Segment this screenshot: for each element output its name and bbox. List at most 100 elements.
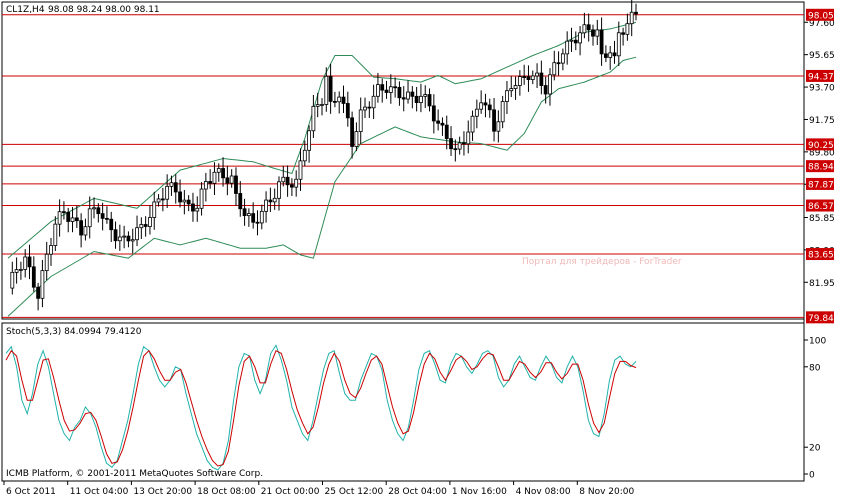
candle-body	[608, 52, 613, 58]
candle-body	[573, 39, 578, 44]
time-tick-label: 1 Nov 16:00	[452, 487, 507, 497]
candle-body	[135, 227, 139, 241]
candle-body	[522, 76, 527, 78]
candle-body	[578, 32, 582, 44]
time-tick-label: 13 Oct 20:00	[133, 487, 192, 497]
watermark-text: Портал для трейдеров - ForTrader	[522, 257, 682, 267]
candle-body	[586, 24, 591, 31]
candle-body	[173, 182, 178, 193]
price-pane-frame	[1, 1, 805, 320]
candle-body	[449, 138, 453, 150]
candle-body	[543, 85, 548, 95]
level-label: 88.94	[808, 163, 834, 173]
candle-body	[423, 94, 428, 97]
candle-body	[457, 142, 462, 150]
ohlc-label: 98.08 98.24 98.00 98.11	[48, 5, 160, 15]
candle-body	[621, 32, 625, 35]
stoch-tick-label: 20	[809, 444, 821, 454]
candle-body	[36, 286, 41, 299]
candle-body	[14, 269, 19, 273]
candlesticks	[10, 0, 638, 311]
candle-body	[556, 62, 561, 65]
candle-body	[526, 76, 531, 80]
stoch-axis-ticks: 100 80 20 0	[804, 337, 826, 481]
candle-body	[337, 96, 342, 103]
candle-body	[560, 53, 565, 64]
candle-body	[191, 203, 195, 212]
candle-body	[388, 86, 393, 93]
candle-body	[320, 104, 324, 106]
time-tick-label: 28 Oct 04:00	[388, 487, 447, 497]
candle-body	[53, 223, 58, 246]
candle-body	[358, 109, 363, 132]
level-label: 79.84	[808, 314, 834, 324]
candle-body	[466, 131, 471, 145]
candle-body	[130, 239, 135, 242]
candle-body	[259, 210, 264, 224]
candle-body	[169, 182, 174, 187]
candle-body	[268, 199, 273, 203]
candle-body	[414, 95, 419, 104]
candle-body	[27, 256, 32, 268]
candle-body	[117, 236, 122, 242]
candle-body	[629, 11, 634, 25]
candle-body	[74, 217, 79, 222]
candle-body	[195, 207, 200, 212]
candle-body	[212, 171, 217, 184]
level-label-box	[806, 138, 834, 151]
candle-body	[234, 175, 238, 194]
candle-body	[246, 213, 251, 217]
time-tick-label: 21 Oct 00:00	[261, 487, 320, 497]
candle-body	[79, 220, 84, 236]
candle-body	[380, 84, 385, 91]
candle-body	[324, 75, 329, 105]
stoch-pane-frame	[1, 322, 805, 482]
price-tick-label: 97.60	[809, 19, 835, 29]
candle-body	[625, 23, 630, 35]
candle-body	[57, 211, 62, 225]
stoch-signal-line	[5, 349, 637, 467]
price-tick-label: 81.95	[809, 279, 835, 289]
candle-body	[62, 211, 66, 214]
candle-body	[294, 178, 299, 188]
candle-body	[552, 62, 557, 76]
copyright-label: ICMB Platform, © 2001-2011 MetaQuotes So…	[6, 469, 263, 479]
candle-body	[298, 160, 303, 180]
candle-body	[599, 29, 604, 55]
level-label: 98.05	[808, 11, 834, 21]
candle-body	[479, 102, 484, 110]
candle-body	[513, 85, 518, 89]
level-label-box	[806, 8, 834, 21]
candle-body	[152, 201, 157, 218]
candle-body	[203, 181, 208, 190]
candle-body	[462, 142, 466, 145]
level-label: 86.57	[808, 202, 834, 212]
candle-body	[616, 32, 621, 57]
candle-body	[345, 103, 350, 119]
level-label: 87.87	[808, 180, 834, 190]
candle-body	[126, 235, 131, 242]
bollinger-bands	[7, 21, 637, 317]
time-tick-label: 8 Nov 20:00	[579, 487, 634, 497]
candle-body	[419, 95, 423, 104]
candle-body	[509, 88, 514, 92]
candle-body	[565, 40, 570, 55]
price-tick-label: 95.65	[809, 51, 835, 61]
candle-body	[440, 122, 445, 126]
stoch-main-line	[5, 344, 637, 471]
stoch-tick-label: 80	[809, 363, 821, 373]
time-tick-label: 11 Oct 04:00	[70, 487, 129, 497]
price-tick-label: 93.70	[809, 84, 835, 94]
candle-body	[255, 221, 260, 224]
candle-body	[307, 130, 311, 151]
candle-body	[431, 105, 436, 122]
price-tick-label: 85.85	[809, 214, 835, 224]
candle-body	[367, 106, 372, 109]
candle-body	[410, 91, 415, 97]
time-tick-label: 4 Nov 08:00	[516, 487, 571, 497]
stoch-label: Stoch(5,3,3) 84.0994 79.4120	[6, 327, 142, 337]
candle-body	[87, 208, 92, 228]
candle-body	[272, 197, 277, 203]
time-tick-label: 18 Oct 08:00	[197, 487, 256, 497]
candle-body	[105, 217, 109, 220]
